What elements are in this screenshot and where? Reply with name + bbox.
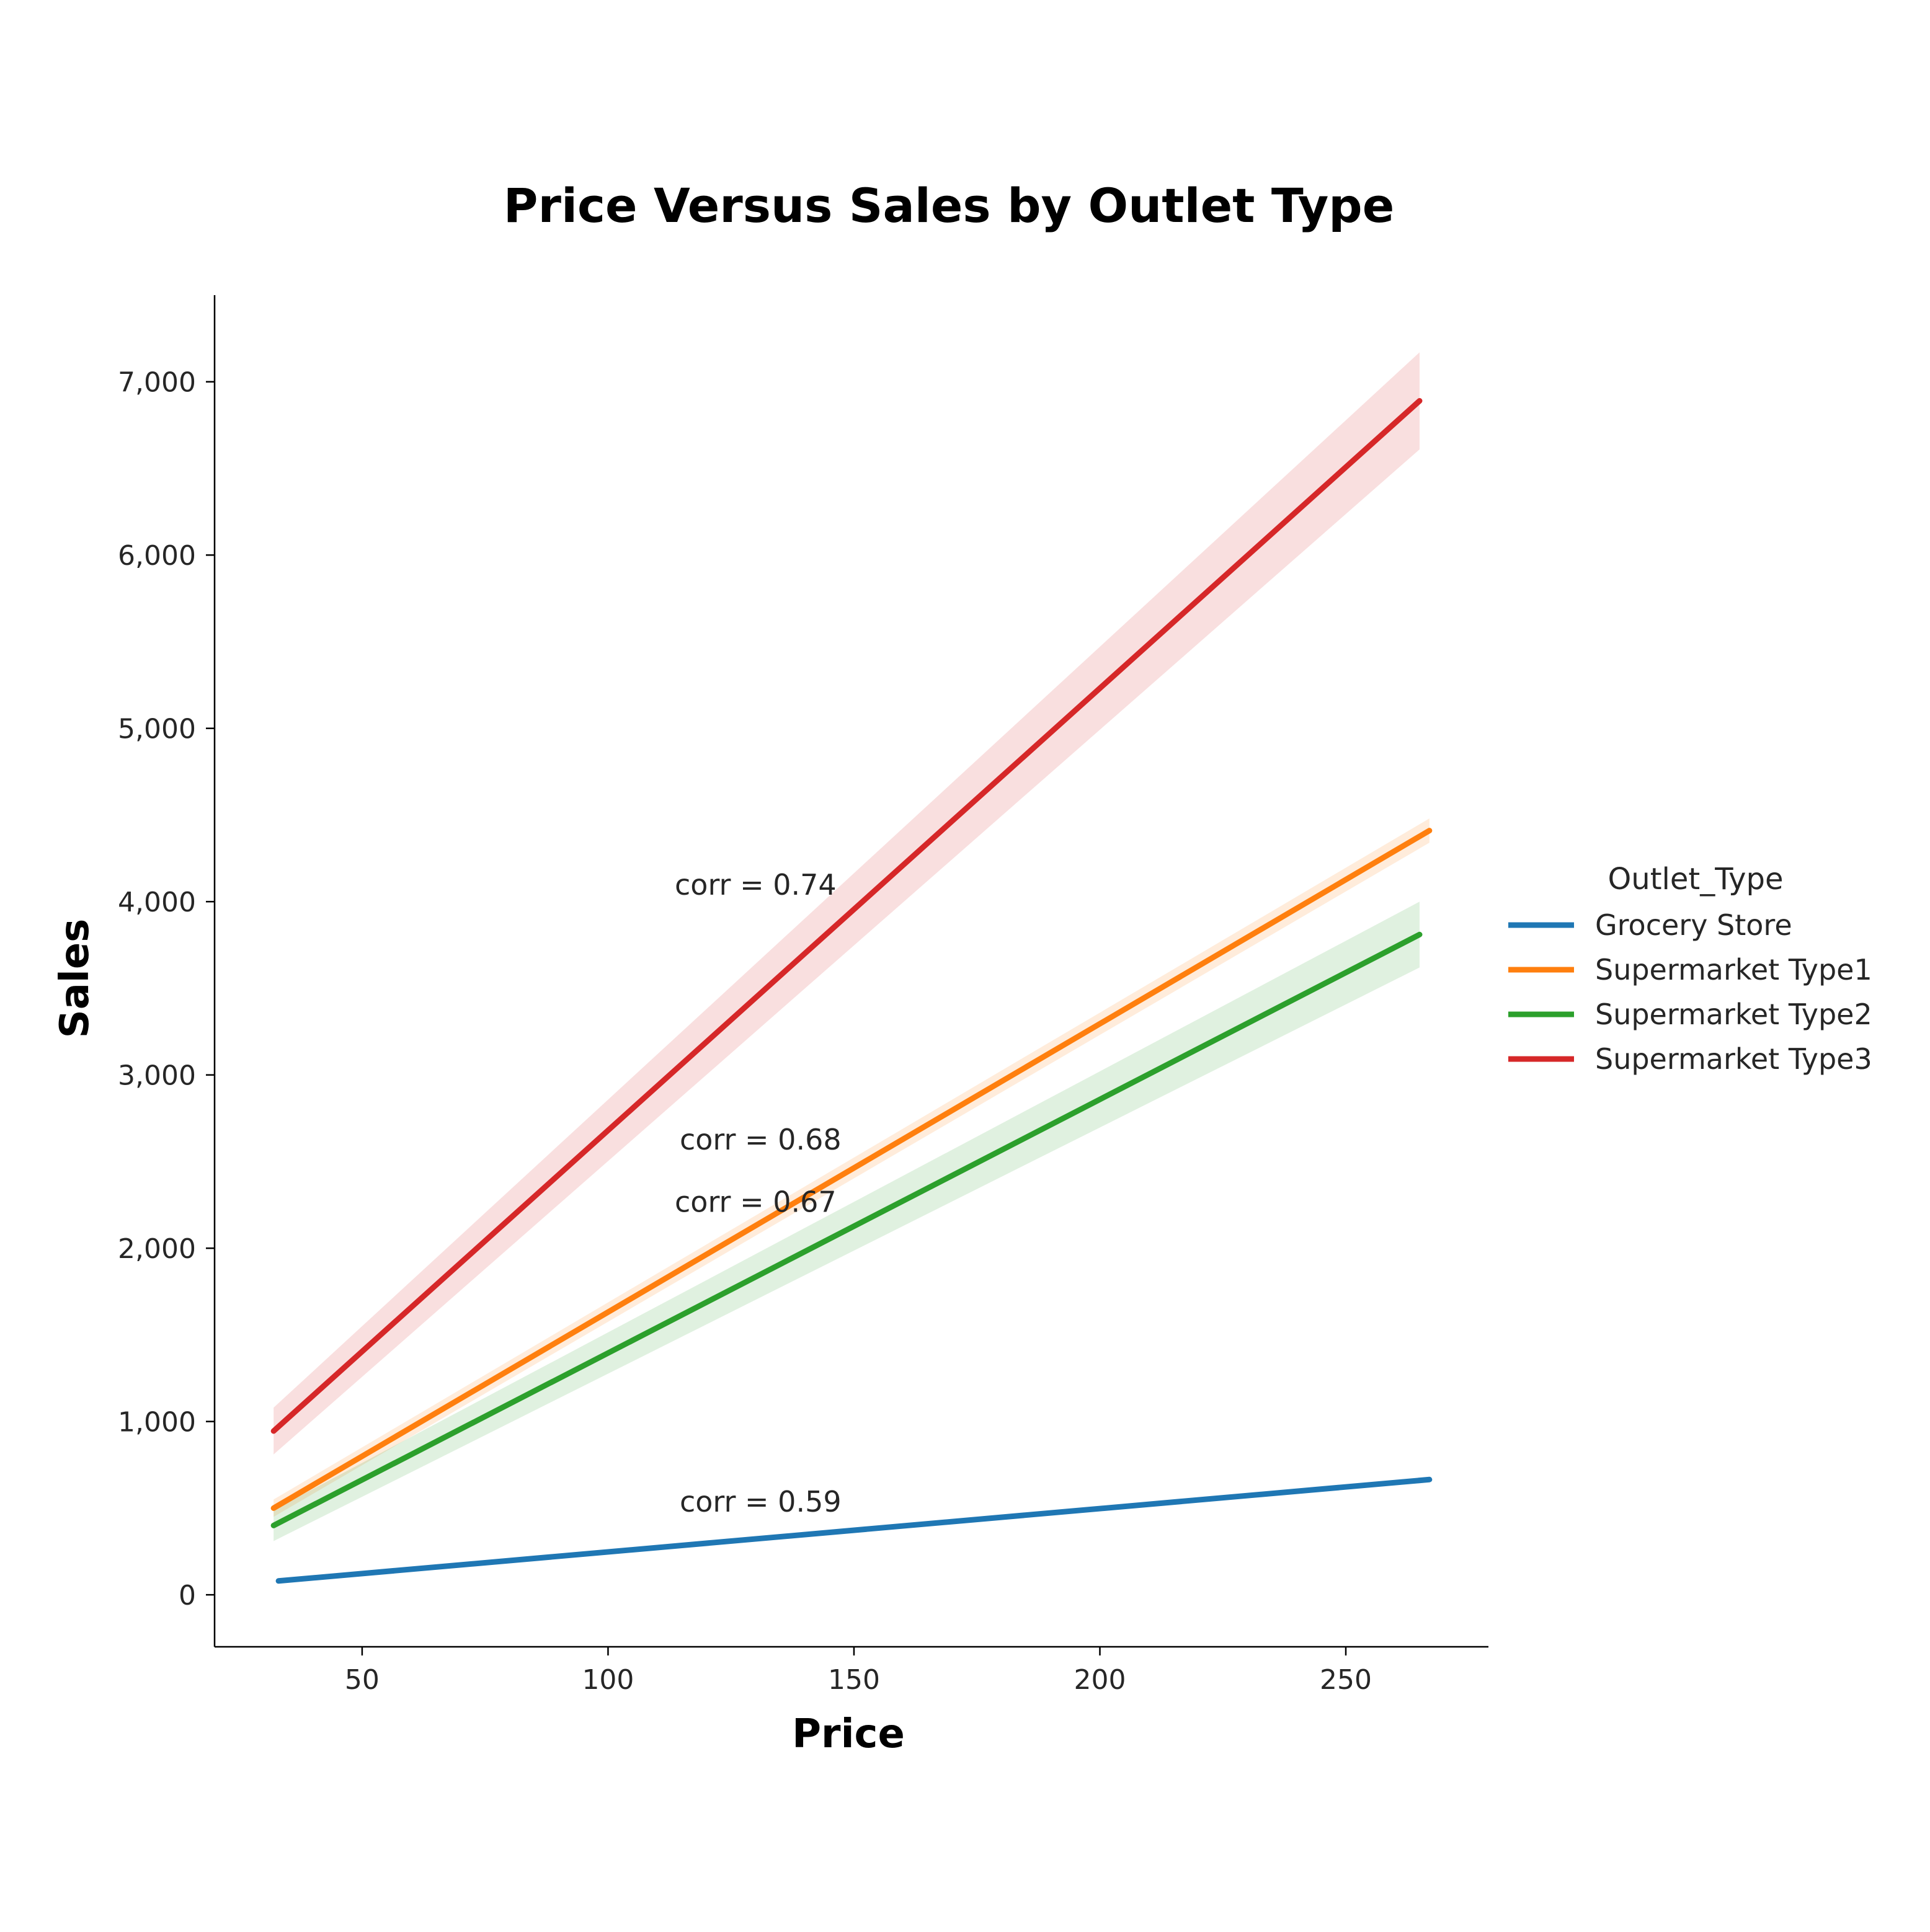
correlation-annotations: corr = 0.59 corr = 0.68 corr = 0.67 corr = … [675,868,842,1518]
y-tick-label: 4,000 [118,887,196,918]
chart-title: Price Versus Sales by Outlet Type [504,178,1394,233]
x-tick-label: 100 [582,1664,634,1696]
y-axis-label: Sales [52,919,98,1039]
legend-label-supermarket-type3: Supermarket Type3 [1595,1042,1872,1076]
x-tick-label: 50 [345,1664,380,1696]
correlation-annotation-grocery-store: corr = 0.59 [680,1485,842,1518]
y-tick-label: 6,000 [118,540,196,572]
series-line-grocery-store [275,1476,1433,1584]
x-axis-ticks: 50 100 150 200 250 [345,1647,1372,1696]
correlation-annotation-supermarket-type3: corr = 0.74 [675,868,837,902]
legend-title: Outlet_Type [1608,862,1784,897]
legend-label-supermarket-type2: Supermarket Type2 [1595,998,1872,1031]
legend-items: Grocery Store Supermarket Type1 Supermarke… [1508,908,1872,1076]
x-tick-label: 250 [1320,1664,1372,1696]
correlation-annotation-supermarket-type1: corr = 0.68 [680,1123,842,1156]
legend: Outlet_Type Grocery Store Supermarket Typ… [1508,862,1872,1076]
y-tick-label: 3,000 [118,1060,196,1092]
x-tick-label: 150 [828,1664,880,1696]
y-tick-label: 7,000 [118,367,196,399]
series-line-supermarket-type3 [270,397,1423,1434]
y-tick-label: 2,000 [118,1233,196,1265]
y-tick-label: 1,000 [118,1407,196,1438]
x-axis-label: Price [792,1711,905,1757]
y-axis-ticks: 0 1,000 2,000 3,000 4,000 5,000 6,000 7,000 [118,367,215,1611]
ci-band-supermarket-type3 [273,352,1420,1455]
correlation-annotation-supermarket-type2: corr = 0.67 [675,1185,837,1218]
series-line-supermarket-type2 [270,931,1423,1528]
x-tick-label: 200 [1074,1664,1126,1696]
series-line-supermarket-type1 [270,828,1433,1511]
legend-label-supermarket-type1: Supermarket Type1 [1595,953,1872,986]
ci-band-supermarket-type2 [273,902,1420,1541]
regression-lines [270,397,1433,1584]
legend-label-grocery-store: Grocery Store [1595,908,1792,942]
y-tick-label: 5,000 [118,714,196,745]
y-tick-label: 0 [179,1580,196,1611]
